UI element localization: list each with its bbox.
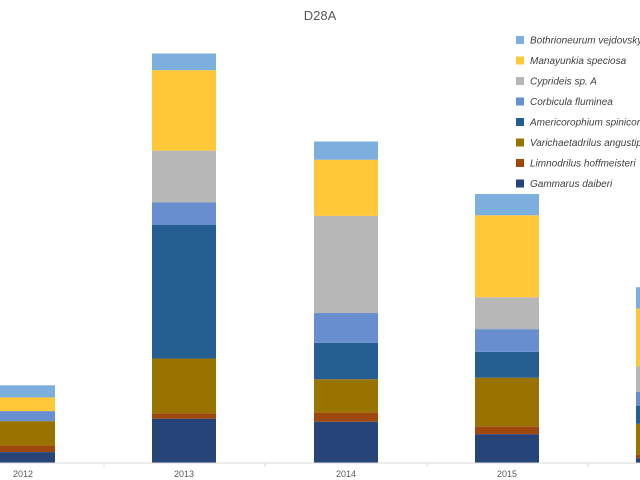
bar-2015-3 xyxy=(475,377,539,427)
bar-2014-5 xyxy=(314,313,378,343)
bar-2013-5 xyxy=(152,202,216,225)
bar-2014-6 xyxy=(314,215,378,314)
chart-title: D28A xyxy=(304,8,337,23)
legend-label-1: Bothrioneurum vejdovskyanum xyxy=(530,36,640,47)
legend-label-3: Cyprideis sp. A xyxy=(530,77,597,88)
bar-2016-4 xyxy=(636,405,640,424)
bar-2012-3 xyxy=(0,421,55,446)
bar-2015-1 xyxy=(475,434,539,463)
legend-label-7: Limnodrilus hoffmeisteri xyxy=(530,159,636,170)
bar-2012-1 xyxy=(0,452,55,463)
bar-2014-1 xyxy=(314,421,378,463)
legend-swatch-3 xyxy=(516,77,524,85)
x-tick-label-2013: 2013 xyxy=(174,469,194,479)
bar-2013-4 xyxy=(152,225,216,359)
bar-2016-8 xyxy=(636,287,640,309)
legend-label-6: Varichaetadrilus angustipenis xyxy=(530,138,640,149)
legend-swatch-6 xyxy=(516,138,524,147)
x-axis: 20122013201420152016 xyxy=(0,462,640,479)
legend-swatch-7 xyxy=(516,159,524,167)
bar-2016-6 xyxy=(636,366,640,392)
bar-2013-3 xyxy=(152,358,216,414)
x-tick-label-2015: 2015 xyxy=(497,469,517,479)
x-tick-label-2014: 2014 xyxy=(336,469,356,479)
bar-2015-8 xyxy=(475,194,539,216)
legend-swatch-8 xyxy=(516,179,524,188)
bar-2013-1 xyxy=(152,418,216,463)
bar-2015-7 xyxy=(475,215,539,298)
bar-2013-2 xyxy=(152,413,216,419)
bar-2016-2 xyxy=(636,454,640,459)
bar-2012-8 xyxy=(0,385,55,398)
legend-label-8: Gammarus daiberi xyxy=(530,179,613,190)
bar-2013-6 xyxy=(152,150,216,203)
bar-2015-2 xyxy=(475,426,539,435)
bar-2014-7 xyxy=(314,159,378,216)
legend-label-4: Corbicula fluminea xyxy=(530,97,613,108)
bar-2016-1 xyxy=(636,458,640,463)
bar-2016-5 xyxy=(636,391,640,406)
bar-2013-8 xyxy=(152,53,216,71)
x-tick-label-2012: 2012 xyxy=(13,469,33,479)
bar-2015-4 xyxy=(475,351,539,378)
bar-2012-7 xyxy=(0,397,55,412)
legend-swatch-4 xyxy=(516,97,524,106)
legend-label-5: Americorophium spinicorne xyxy=(529,118,640,129)
legend: Bothrioneurum vejdovskyanum Manayunkia sp… xyxy=(516,36,640,190)
bar-2016-3 xyxy=(636,423,640,455)
legend-swatch-1 xyxy=(516,36,524,44)
bar-2012-5 xyxy=(0,411,55,422)
bar-2014-2 xyxy=(314,412,378,422)
bar-2014-3 xyxy=(314,379,378,413)
legend-swatch-2 xyxy=(516,56,524,65)
bar-2015-6 xyxy=(475,297,539,330)
bar-2013-7 xyxy=(152,70,216,151)
bar-group xyxy=(0,53,640,463)
bar-2015-5 xyxy=(475,329,539,352)
legend-label-2: Manayunkia speciosa xyxy=(530,56,627,67)
bar-2012-2 xyxy=(0,445,55,453)
bar-2014-4 xyxy=(314,342,378,380)
legend-swatch-5 xyxy=(516,118,524,126)
bar-2016-7 xyxy=(636,308,640,367)
bar-2014-8 xyxy=(314,141,378,160)
